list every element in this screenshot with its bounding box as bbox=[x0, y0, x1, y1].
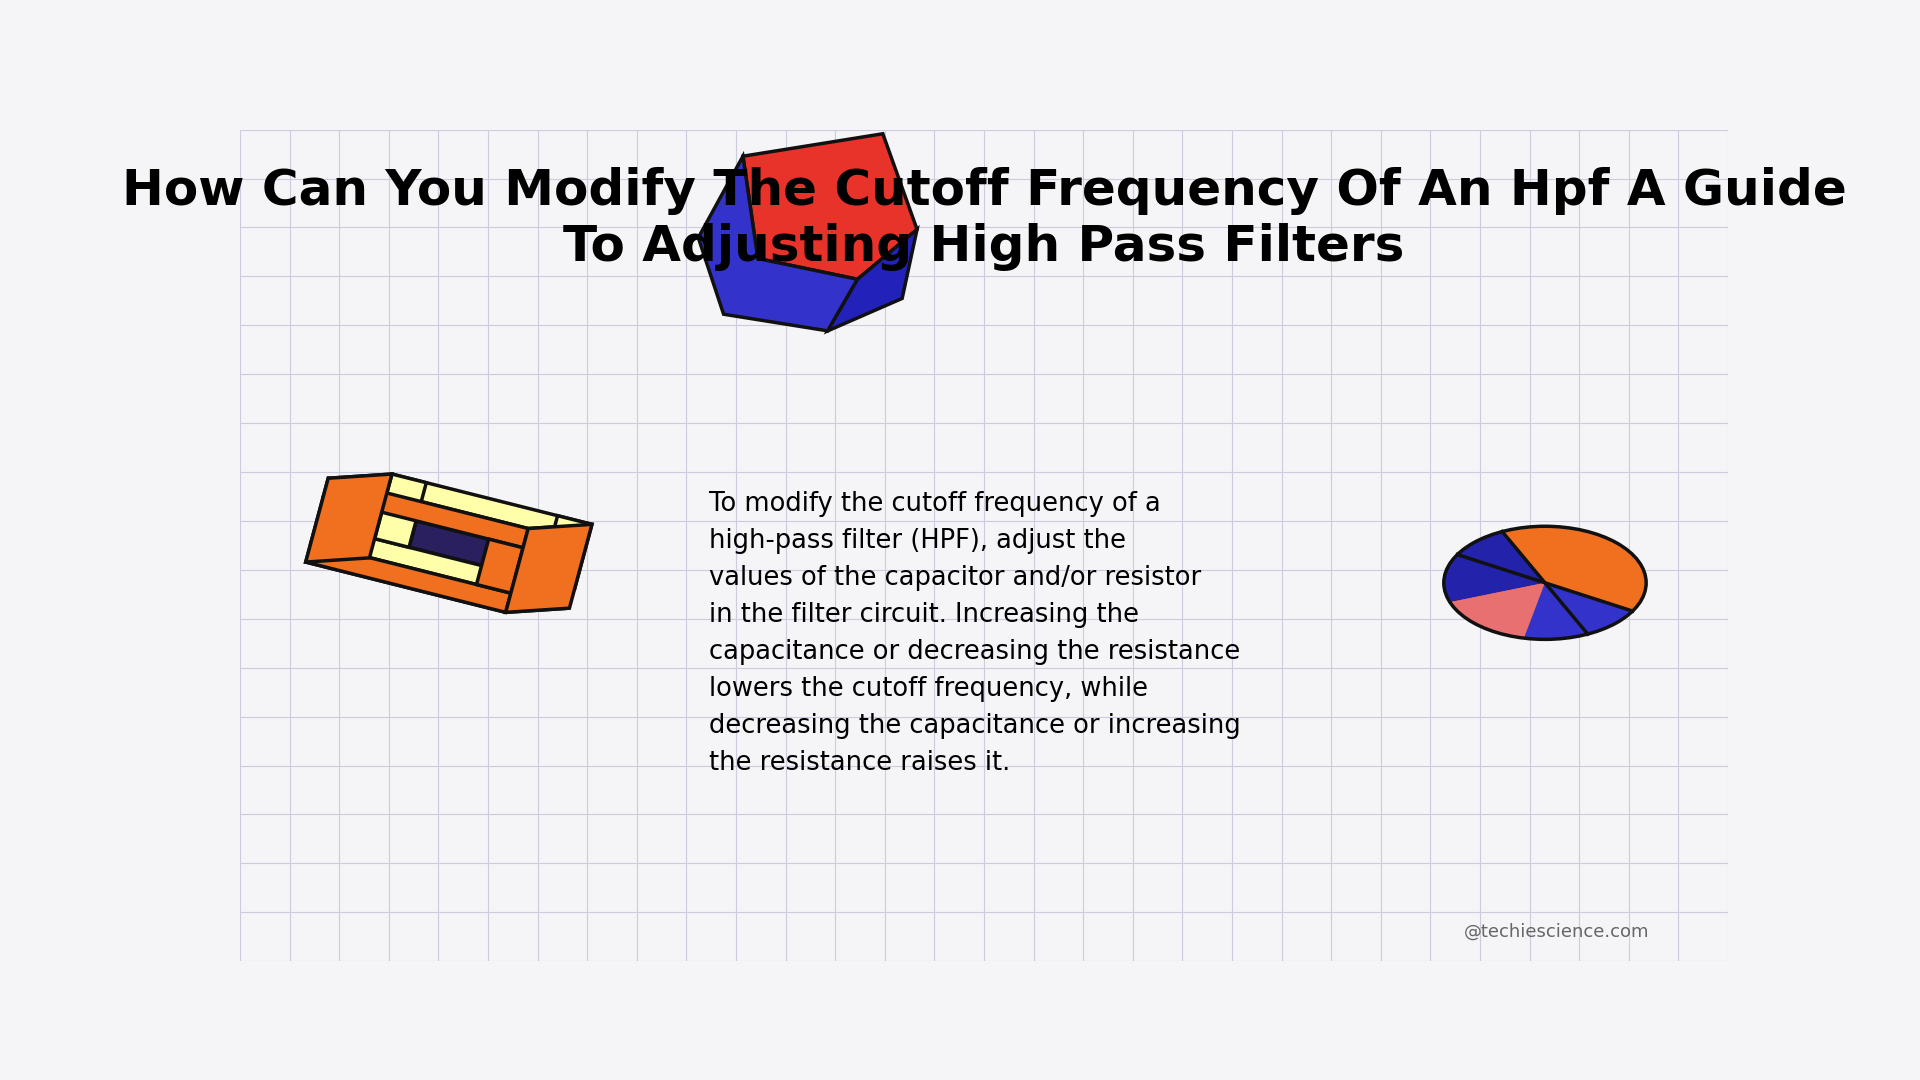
Polygon shape bbox=[699, 157, 858, 330]
Polygon shape bbox=[540, 515, 591, 589]
Text: @techiescience.com: @techiescience.com bbox=[1465, 922, 1649, 941]
Polygon shape bbox=[505, 525, 591, 612]
Polygon shape bbox=[357, 502, 553, 539]
Polygon shape bbox=[409, 502, 553, 580]
Wedge shape bbox=[1501, 526, 1645, 611]
Polygon shape bbox=[346, 502, 420, 552]
Text: To modify the cutoff frequency of a
high-pass filter (HPF), adjust the
values of: To modify the cutoff frequency of a high… bbox=[708, 491, 1240, 777]
Polygon shape bbox=[311, 498, 357, 552]
Polygon shape bbox=[323, 478, 528, 548]
Polygon shape bbox=[476, 539, 522, 593]
Polygon shape bbox=[305, 474, 392, 562]
Polygon shape bbox=[311, 539, 574, 593]
Polygon shape bbox=[476, 535, 553, 584]
Polygon shape bbox=[305, 558, 570, 612]
Polygon shape bbox=[328, 474, 591, 528]
Wedge shape bbox=[1444, 531, 1546, 603]
Wedge shape bbox=[1450, 583, 1546, 638]
Polygon shape bbox=[743, 134, 918, 280]
Polygon shape bbox=[305, 543, 511, 612]
Wedge shape bbox=[1524, 583, 1632, 639]
Text: How Can You Modify The Cutoff Frequency Of An Hpf A Guide
To Adjusting High Pass: How Can You Modify The Cutoff Frequency … bbox=[121, 167, 1847, 271]
Polygon shape bbox=[828, 229, 918, 330]
Circle shape bbox=[1444, 526, 1645, 639]
Polygon shape bbox=[374, 474, 426, 548]
Polygon shape bbox=[346, 548, 540, 584]
